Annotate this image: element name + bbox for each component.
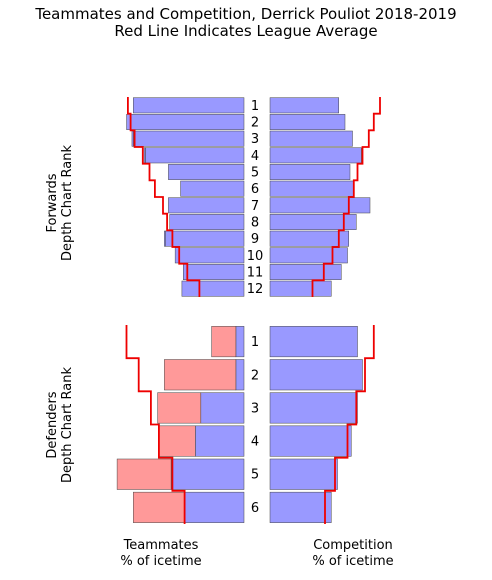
forwards-teammate-bar-1	[133, 97, 245, 114]
defenders-teammate-bar-secondary-4	[158, 425, 196, 457]
forwards-rank-label-6: 6	[251, 182, 259, 197]
forwards-teammate-league-average-line	[127, 97, 201, 297]
defenders-rank-label-4: 4	[251, 435, 259, 450]
forwards-rank-label-4: 4	[251, 149, 259, 164]
defenders-teammate-bar-2	[235, 359, 245, 391]
forwards-rank-label-10: 10	[247, 249, 264, 264]
forwards-rank-label-3: 3	[251, 132, 259, 147]
defenders-teammate-bar-secondary-6	[133, 491, 185, 523]
forwards-competition-bar-7	[269, 197, 371, 214]
forwards-competition-bar-6	[269, 180, 354, 197]
forwards-rank-label-8: 8	[251, 216, 259, 231]
defenders-competition-bar-6	[269, 491, 332, 523]
teammates-axis-label: Teammates % of icetime	[91, 538, 231, 570]
forwards-competition-bar-10	[269, 247, 348, 264]
forwards-rank-label-9: 9	[251, 232, 259, 247]
forwards-teammate-bar-4	[145, 147, 245, 164]
forwards-competition-bar-5	[269, 164, 351, 180]
defenders-teammate-bar-6	[184, 491, 245, 523]
defenders-teammate-bar-1	[235, 326, 245, 358]
forwards-teammate-bar-9	[165, 230, 245, 247]
defenders-rank-label-6: 6	[251, 501, 259, 516]
forwards-teammate-bar-3	[133, 130, 245, 147]
forwards-teammate-bar-secondary-4	[143, 147, 146, 164]
defenders-axis-label: Defenders Depth Chart Rank	[45, 345, 75, 505]
forwards-competition-bar-1	[269, 97, 339, 114]
forwards-teammate-bar-10	[174, 247, 245, 264]
forwards-teammate-bar-secondary-9	[164, 230, 166, 247]
defenders-competition-bar-4	[269, 425, 352, 457]
competition-label-line-2: % of icetime	[312, 554, 394, 569]
forwards-axis-label: Forwards Depth Chart Rank	[45, 123, 75, 283]
forwards-label-line-1: Forwards	[45, 173, 60, 233]
forwards-competition-league-average-line	[311, 97, 381, 297]
competition-axis-label: Competition % of icetime	[283, 538, 423, 570]
forwards-teammate-bar-6	[180, 180, 245, 197]
defenders-competition-league-average-line	[324, 325, 375, 524]
defenders-teammate-bar-secondary-2	[164, 359, 237, 391]
forwards-teammate-bar-8	[169, 214, 245, 230]
forwards-competition-bar-3	[269, 130, 353, 147]
forwards-competition-bar-12	[269, 280, 332, 297]
defenders-competition-bar-1	[269, 326, 358, 358]
defenders-teammate-bar-5	[170, 458, 245, 490]
forwards-competition-bar-2	[269, 114, 346, 130]
defenders-teammate-bar-3	[200, 392, 245, 424]
defenders-teammate-bar-secondary-3	[157, 392, 202, 424]
defenders-teammate-bar-4	[195, 425, 245, 457]
defenders-label-line-1: Defenders	[45, 391, 60, 459]
forwards-competition-bar-4	[269, 147, 362, 164]
forwards-rank-label-2: 2	[251, 116, 259, 131]
forwards-rank-label-11: 11	[247, 266, 264, 281]
teammates-label-line-2: % of icetime	[120, 554, 202, 569]
defenders-teammate-league-average-line	[125, 325, 186, 524]
forwards-competition-bar-8	[269, 214, 357, 230]
forwards-teammate-bar-5	[168, 164, 245, 180]
title-line-1: Teammates and Competition, Derrick Pouli…	[35, 5, 457, 23]
forwards-rank-label-12: 12	[247, 282, 264, 297]
defenders-competition-bar-3	[269, 392, 358, 424]
defenders-label-line-2: Depth Chart Rank	[60, 366, 75, 484]
competition-label-line-1: Competition	[313, 538, 393, 553]
forwards-competition-bar-11	[269, 264, 342, 280]
defenders-rank-label-1: 1	[251, 335, 259, 350]
defenders-rank-label-3: 3	[251, 401, 259, 416]
forwards-label-line-2: Depth Chart Rank	[60, 144, 75, 262]
defenders-competition-bar-5	[269, 458, 338, 490]
forwards-teammate-bar-secondary-3	[131, 130, 134, 147]
forwards-teammate-bar-2	[130, 114, 245, 130]
forwards-rank-label-1: 1	[251, 99, 259, 114]
chart-title: Teammates and Competition, Derrick Pouli…	[0, 6, 492, 40]
forwards-rank-label-7: 7	[251, 199, 259, 214]
forwards-teammate-bar-11	[183, 264, 245, 280]
forwards-competition-bar-9	[269, 230, 349, 247]
title-line-2: Red Line Indicates League Average	[114, 22, 378, 40]
teammates-label-line-1: Teammates	[123, 538, 199, 553]
defenders-teammate-bar-secondary-5	[116, 458, 172, 490]
defenders-competition-bar-2	[269, 359, 363, 391]
defenders-rank-label-5: 5	[251, 468, 259, 483]
forwards-rank-label-5: 5	[251, 166, 259, 181]
defenders-teammate-bar-secondary-1	[211, 326, 237, 358]
defenders-rank-label-2: 2	[251, 368, 259, 383]
forwards-teammate-bar-12	[181, 280, 245, 297]
forwards-teammate-bar-7	[168, 197, 245, 214]
